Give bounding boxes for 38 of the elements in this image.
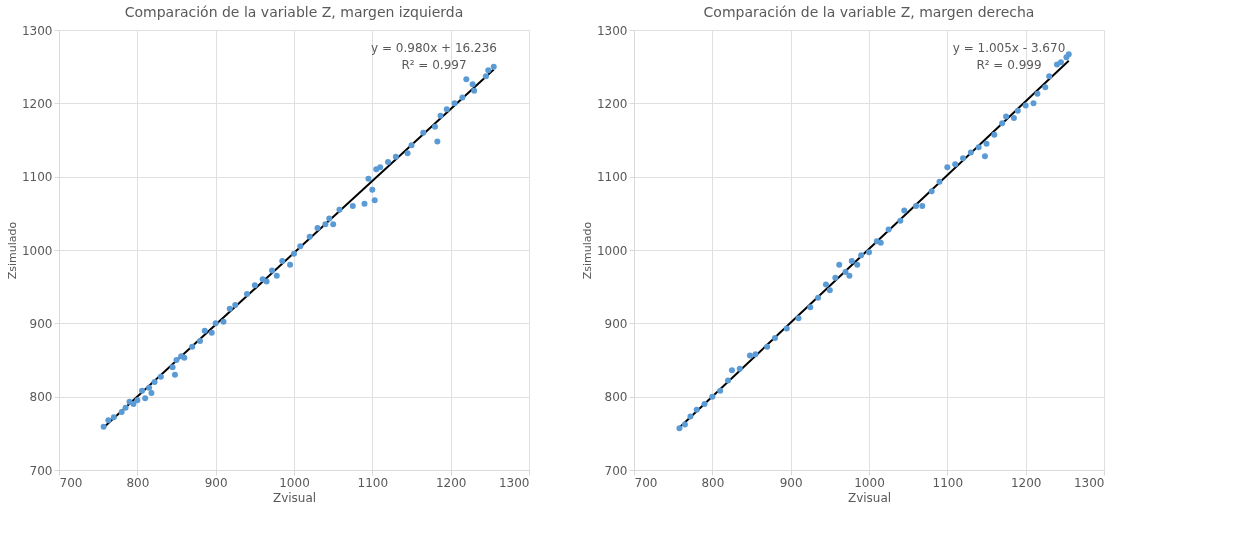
x-tick-label: 700	[59, 475, 83, 490]
annotation: R² = 0.997	[401, 58, 467, 72]
x-tick-label: 900	[779, 475, 803, 490]
y-tick-label: 1000	[596, 243, 628, 258]
y-tick-label: 800	[604, 390, 628, 405]
annotation: y = 0.980x + 16.236	[371, 41, 497, 55]
y-tick-label: 1100	[596, 170, 628, 185]
y-tick-label: 1300	[596, 23, 628, 38]
x-tick-label: 800	[126, 475, 150, 490]
y-tick-label: 1200	[596, 96, 628, 111]
y-axis-title: Zsimulado	[580, 221, 594, 280]
y-tick-label: 900	[29, 316, 53, 331]
annotation: y = 1.005x - 3.670	[952, 41, 1066, 55]
y-tick-label: 1100	[21, 170, 53, 185]
chart-title: Comparación de la variable Z, margen derecha	[703, 4, 1035, 20]
x-tick-label: 900	[204, 475, 228, 490]
x-tick-label: 1100	[357, 475, 389, 490]
y-tick-label: 800	[29, 390, 53, 405]
x-tick-label: 1300	[1073, 475, 1105, 490]
x-tick-label: 1200	[1010, 475, 1042, 490]
x-tick-label: 1100	[932, 475, 964, 490]
y-axis-title: Zsimulado	[5, 221, 19, 280]
y-tick-label: 1200	[21, 96, 53, 111]
chart-title: Comparación de la variable Z, margen izquierda	[124, 4, 464, 20]
y-tick-label: 700	[604, 463, 628, 478]
y-tick-label: 900	[604, 316, 628, 331]
y-tick-label: 1000	[21, 243, 53, 258]
x-tick-label: 800	[701, 475, 725, 490]
x-tick-label: 1300	[498, 475, 530, 490]
x-tick-label: 1000	[279, 475, 310, 490]
annotation: R² = 0.999	[976, 58, 1042, 72]
y-tick-label: 1300	[21, 23, 53, 38]
y-tick-label: 700	[29, 463, 53, 478]
x-axis-title: Zvisual	[847, 490, 892, 505]
x-tick-label: 700	[634, 475, 658, 490]
x-tick-label: 1200	[435, 475, 467, 490]
x-tick-label: 1000	[854, 475, 885, 490]
x-axis-title: Zvisual	[272, 490, 317, 505]
